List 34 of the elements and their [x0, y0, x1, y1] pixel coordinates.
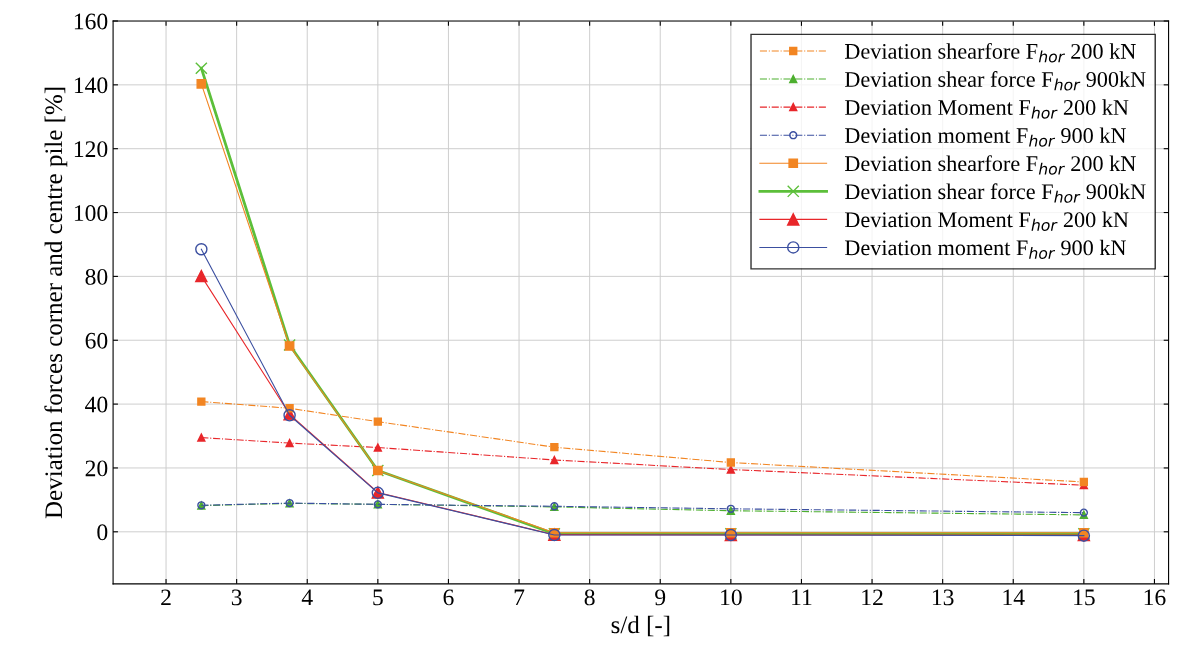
- x-tick-label: 4: [301, 589, 313, 606]
- x-tick-label: 9: [655, 589, 666, 606]
- legend-label: Deviation shear force F$_{hor}$ 900kN: [844, 183, 1146, 203]
- legend-label: Deviation moment F$_{hor}$ 900 kN: [844, 239, 1126, 259]
- legend-label: Deviation Moment F$_{hor}$ 200 kN: [844, 211, 1129, 231]
- y-axis-title: Deviation forces corner and centre pile [%]: [44, 87, 68, 519]
- x-tick-label: 12: [862, 589, 883, 606]
- y-tick-label: 100: [74, 205, 108, 221]
- x-tick-label: 14: [1003, 589, 1025, 606]
- x-tick-label: 8: [584, 589, 595, 606]
- x-tick-label: 16: [1144, 589, 1166, 606]
- x-tick-label: 3: [231, 589, 242, 606]
- legend-label: Deviation shearfore F$_{hor}$ 200 kN: [844, 42, 1136, 63]
- y-tick-label: 160: [74, 13, 108, 30]
- x-tick-label: 5: [373, 589, 383, 606]
- legend-label: Deviation moment F$_{hor}$ 900 kN: [844, 127, 1126, 147]
- x-tick-label: 13: [932, 589, 954, 606]
- x-tick-label: 15: [1074, 589, 1095, 606]
- x-tick-label: 7: [514, 589, 525, 606]
- legend-label: Deviation shearfore F$_{hor}$ 200 kN: [844, 155, 1136, 175]
- x-tick-label: 6: [443, 589, 454, 606]
- x-axis-title: s/d [-]: [611, 615, 670, 637]
- y-tick-label: 140: [74, 77, 108, 94]
- y-tick-label: 40: [85, 396, 108, 413]
- x-tick-label: 11: [792, 589, 812, 606]
- legend-label: Deviation shear force F$_{hor}$ 900kN: [844, 71, 1146, 91]
- x-tick-label: 2: [161, 589, 171, 606]
- x-tick-label: 10: [721, 589, 742, 606]
- y-tick-label: 0: [97, 524, 108, 541]
- y-tick-label: 60: [85, 332, 108, 349]
- y-tick-label: 20: [85, 460, 108, 477]
- y-tick-label: 120: [74, 141, 108, 158]
- legend-label: Deviation Moment F$_{hor}$ 200 kN: [844, 99, 1129, 119]
- y-tick-label: 80: [85, 268, 108, 285]
